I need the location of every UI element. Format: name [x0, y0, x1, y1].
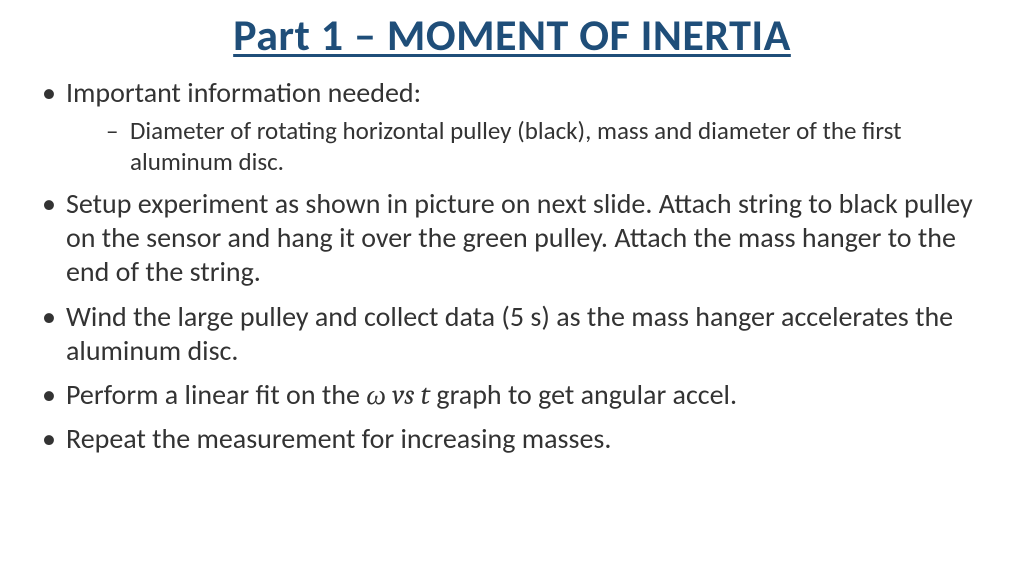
slide-title: Part 1 – MOMENT OF INERTIA	[32, 8, 992, 62]
omega-symbol: ω	[366, 379, 386, 411]
bullet-text: Wind the large pulley and collect data (…	[66, 299, 953, 368]
bullet-text: Repeat the measurement for increasing ma…	[66, 421, 611, 456]
bullet-item-3: Wind the large pulley and collect data (…	[32, 300, 992, 368]
vs-text: vs	[386, 379, 421, 411]
bullet-text-post: graph to get angular accel.	[430, 377, 737, 412]
bullet-list: Important information needed: Diameter o…	[32, 76, 992, 456]
bullet-item-2: Setup experiment as shown in picture on …	[32, 187, 992, 289]
sub-bullet-list: Diameter of rotating horizontal pulley (…	[66, 116, 992, 177]
sub-bullet-text: Diameter of rotating horizontal pulley (…	[130, 115, 902, 177]
bullet-text: Setup experiment as shown in picture on …	[66, 186, 973, 289]
bullet-text: Important information needed:	[66, 75, 421, 110]
bullet-item-1: Important information needed: Diameter o…	[32, 76, 992, 177]
bullet-text-pre: Perform a linear fit on the	[66, 377, 366, 412]
slide: Part 1 – MOMENT OF INERTIA Important inf…	[0, 0, 1024, 576]
bullet-item-5: Repeat the measurement for increasing ma…	[32, 422, 992, 456]
t-symbol: t	[421, 379, 431, 411]
sub-bullet-item: Diameter of rotating horizontal pulley (…	[66, 116, 992, 177]
bullet-item-4: Perform a linear fit on the ω vs t graph…	[32, 378, 992, 412]
